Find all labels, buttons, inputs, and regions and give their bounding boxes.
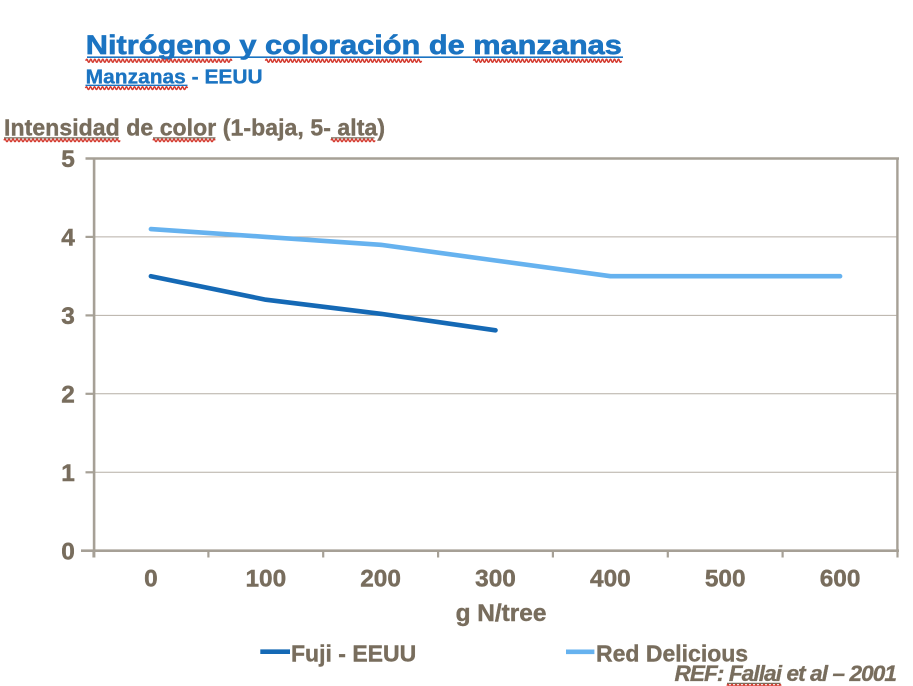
svg-text:5: 5	[61, 146, 75, 173]
svg-text:300: 300	[475, 566, 516, 593]
svg-text:1: 1	[61, 460, 75, 487]
svg-text:4: 4	[61, 225, 75, 252]
svg-text:Fuji - EEUU: Fuji - EEUU	[291, 640, 416, 666]
svg-text:Red Delicious: Red Delicious	[596, 640, 748, 666]
svg-text:2: 2	[61, 381, 75, 408]
svg-text:g N/tree: g N/tree	[456, 600, 547, 627]
svg-text:REF: Fallai et al – 2001: REF: Fallai et al – 2001	[675, 661, 898, 686]
svg-text:600: 600	[820, 566, 861, 593]
svg-text:Intensidad de color (1-baja, 5: Intensidad de color (1-baja, 5- alta)	[4, 115, 385, 141]
svg-text:3: 3	[61, 303, 75, 330]
svg-text:100: 100	[245, 566, 286, 593]
svg-text:200: 200	[360, 566, 401, 593]
svg-text:Manzanas - EEUU: Manzanas - EEUU	[86, 66, 263, 89]
svg-text:400: 400	[590, 566, 631, 593]
svg-text:Nitrógeno y coloración de manz: Nitrógeno y coloración de manzanas	[86, 30, 622, 60]
svg-text:0: 0	[61, 538, 75, 565]
svg-text:0: 0	[144, 566, 158, 593]
svg-text:500: 500	[705, 566, 746, 593]
